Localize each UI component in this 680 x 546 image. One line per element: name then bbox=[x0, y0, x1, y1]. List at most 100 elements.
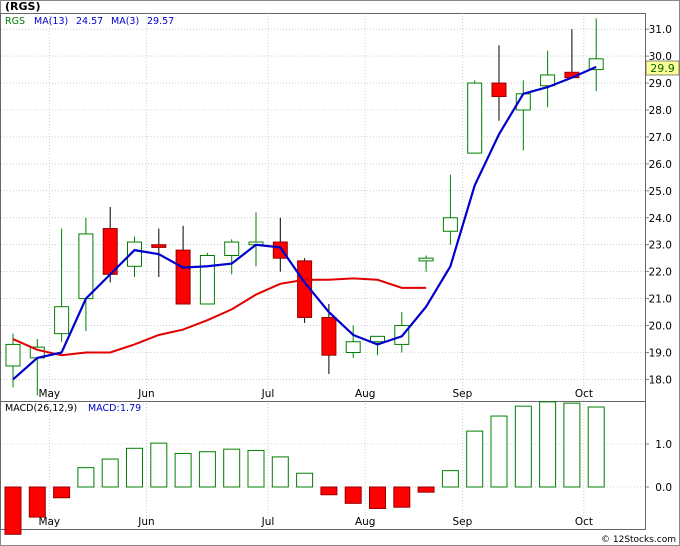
candle-body bbox=[540, 74, 556, 87]
candle-up bbox=[78, 217, 94, 331]
ma13-line bbox=[12, 65, 597, 381]
candle-body bbox=[175, 249, 191, 305]
price-y-tick-label: 26.0 bbox=[649, 159, 672, 171]
price-x-axis: May Jun Jul Aug Sep Oct bbox=[38, 388, 593, 400]
price-y-tick-label: 19.0 bbox=[649, 348, 672, 360]
macd-bar-negative bbox=[369, 486, 386, 509]
macd-y-tick-label: 1.0 bbox=[655, 439, 672, 451]
legend-ma3-value: 29.57 bbox=[147, 16, 174, 27]
legend-ma13-label: MA(13) bbox=[34, 16, 68, 27]
macd-bar-negative bbox=[4, 486, 22, 535]
candle-down bbox=[321, 304, 337, 375]
macd-bar-positive bbox=[441, 470, 459, 488]
candle-up bbox=[54, 228, 70, 342]
price-x-tick-label: Sep bbox=[453, 388, 473, 400]
macd-bar-positive bbox=[126, 447, 143, 488]
macd-bar-positive bbox=[271, 456, 289, 488]
price-y-tick-label: 24.0 bbox=[649, 213, 672, 225]
candle-body bbox=[321, 316, 337, 356]
candle-body bbox=[151, 244, 167, 248]
price-x-tick-label: May bbox=[38, 388, 60, 400]
candle-down bbox=[175, 225, 191, 305]
candle-body bbox=[491, 82, 507, 98]
macd-legend-label: MACD(26,12,9) bbox=[5, 403, 77, 414]
macd-x-tick-label: Sep bbox=[453, 516, 473, 528]
macd-bar-negative bbox=[393, 486, 411, 508]
price-y-tick-label: 25.0 bbox=[649, 186, 672, 198]
candle-body bbox=[78, 233, 94, 300]
macd-x-tick-label: Jul bbox=[261, 516, 275, 528]
candle-down bbox=[491, 45, 507, 121]
macd-bar-positive bbox=[77, 467, 95, 488]
macd-bar-positive bbox=[174, 452, 192, 488]
macd-bar-positive bbox=[198, 451, 216, 488]
macd-bar-negative bbox=[344, 486, 362, 504]
candle-up bbox=[199, 252, 215, 305]
macd-bar-positive bbox=[490, 415, 508, 488]
price-panel: 18.0 19.0 20.0 21.0 22.0 23.0 24.0 25.0 26.0 27.0… bbox=[0, 13, 680, 402]
legend-symbol: RGS bbox=[5, 16, 25, 27]
last-price-value: 29.9 bbox=[650, 62, 675, 75]
macd-legend-macd-label: MACD: bbox=[88, 403, 120, 414]
legend-ma3-label: MA(3) bbox=[111, 16, 139, 27]
macd-panel: 0.0 1.0 May Jun Jul Aug Sep Oct MACD(26,12,9) … bbox=[0, 401, 672, 535]
macd-bar-positive bbox=[514, 405, 532, 488]
macd-bar-positive bbox=[466, 430, 484, 488]
candle-down bbox=[297, 258, 313, 323]
macd-x-tick-label: Jun bbox=[137, 516, 154, 528]
macd-histogram bbox=[4, 401, 605, 535]
macd-bar-negative bbox=[53, 486, 71, 499]
candle-body bbox=[418, 257, 434, 262]
candle-body bbox=[199, 255, 215, 305]
price-y-tick-label: 31.0 bbox=[649, 24, 672, 36]
macd-x-axis: May Jun Jul Aug Sep Oct bbox=[38, 516, 593, 528]
price-y-tick-label: 23.0 bbox=[649, 240, 672, 252]
candle-body bbox=[370, 335, 385, 343]
macd-x-tick-label: May bbox=[38, 516, 60, 528]
price-y-tick-label: 27.0 bbox=[649, 132, 672, 144]
price-x-tick-label: Jun bbox=[137, 388, 154, 400]
candle-body bbox=[297, 260, 313, 318]
candle-up bbox=[540, 50, 556, 108]
watermark: © 12Stocks.com bbox=[601, 535, 676, 545]
macd-x-tick-label: Oct bbox=[575, 516, 593, 528]
last-price-tag: 29.9 bbox=[645, 60, 680, 76]
price-y-tick-label: 29.0 bbox=[649, 78, 672, 90]
macd-bar-positive bbox=[587, 406, 605, 488]
price-legend: RGS MA(13) 24.57 MA(3) 29.57 bbox=[5, 16, 174, 27]
macd-bar-positive bbox=[101, 458, 119, 488]
macd-bar-negative bbox=[28, 486, 46, 518]
price-y-tick-label: 28.0 bbox=[649, 105, 672, 117]
macd-y-axis: 0.0 1.0 bbox=[645, 439, 672, 494]
candle-up bbox=[442, 174, 458, 245]
candle-body bbox=[442, 217, 458, 232]
candle-up bbox=[467, 80, 483, 154]
candle-down bbox=[151, 228, 167, 278]
macd-bar-positive bbox=[563, 402, 581, 488]
price-x-tick-label: Jul bbox=[261, 388, 275, 400]
candle-body bbox=[467, 82, 483, 154]
price-grid bbox=[1, 13, 645, 401]
price-y-tick-label: 18.0 bbox=[649, 374, 672, 386]
macd-bar-positive bbox=[223, 448, 241, 488]
candle-body bbox=[224, 241, 240, 256]
candle-up bbox=[588, 18, 604, 92]
ma3-line bbox=[12, 277, 427, 357]
price-x-tick-label: Aug bbox=[355, 388, 376, 400]
candle-body bbox=[54, 306, 70, 335]
candle-up bbox=[127, 236, 142, 278]
candle-up bbox=[370, 335, 385, 356]
candle-body bbox=[588, 58, 604, 71]
candle-up bbox=[345, 325, 361, 358]
candle-body bbox=[102, 228, 118, 275]
candle-up bbox=[224, 239, 240, 275]
macd-bar-positive bbox=[247, 449, 265, 488]
price-x-tick-label: Oct bbox=[575, 388, 593, 400]
candle-body bbox=[345, 341, 361, 354]
chart-title: (RGS) bbox=[5, 0, 40, 13]
macd-y-tick-label: 0.0 bbox=[655, 482, 672, 494]
macd-bar-positive bbox=[539, 401, 557, 488]
macd-legend: MACD(26,12,9) MACD: 1.79 bbox=[5, 403, 141, 414]
macd-bar-negative bbox=[320, 486, 338, 496]
